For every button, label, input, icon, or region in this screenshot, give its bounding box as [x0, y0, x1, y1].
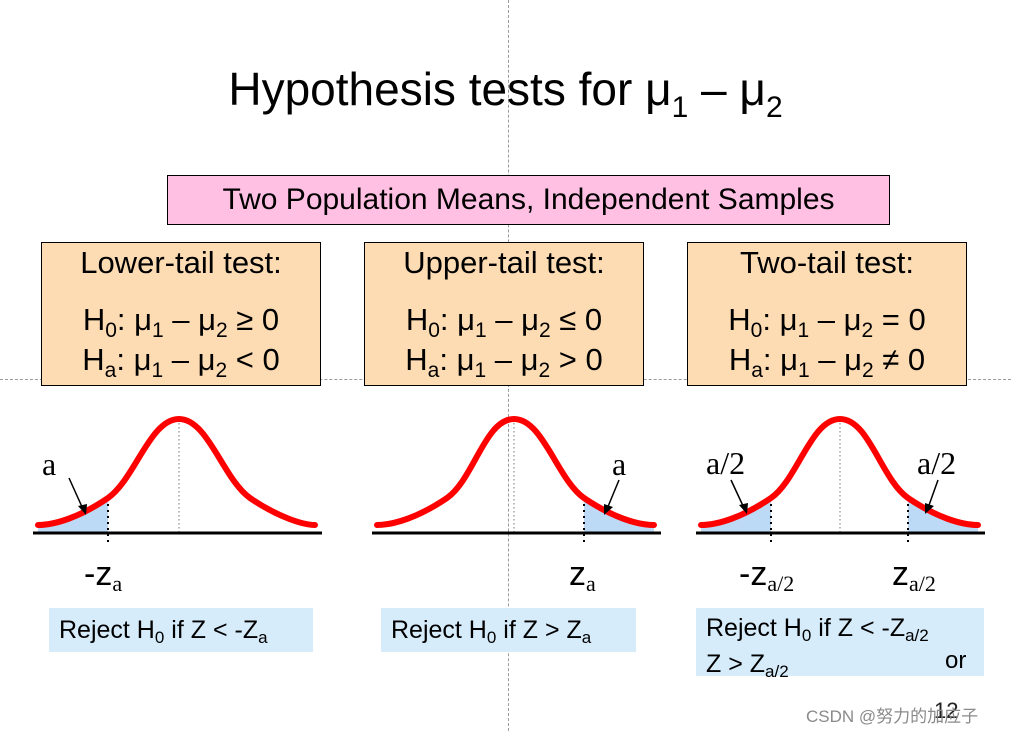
two-tail-curve: [696, 415, 985, 545]
alpha-arrowhead: [604, 504, 613, 515]
lower-tail-heading: Lower-tail test:: [80, 245, 282, 280]
upper-tail-curve: [372, 415, 661, 545]
normal-curve: [35, 415, 318, 528]
two-tail-reject-rule: Reject H0 if Z < -Za/2 or Z > Za/2: [696, 608, 984, 681]
subtitle-text: Two Population Means, Independent Sample…: [222, 183, 835, 216]
lower-tail-box: Lower-tail test: H0: μ1 – μ2 ≥ 0 Ha: μ1 …: [41, 242, 321, 386]
two-tail-right-critical-label: za/2: [892, 555, 936, 596]
lower-tail-curve: [33, 415, 322, 545]
slide-title: Hypothesis tests for μ1 – μ2: [228, 63, 783, 124]
two-tail-right-alpha-label: a/2: [917, 445, 957, 481]
lower-tail-alpha-label: a: [42, 446, 57, 482]
two-tail-null-hypothesis: H0: μ1 – μ2 = 0: [728, 302, 926, 342]
watermark: CSDN @努力的加应子: [806, 707, 979, 726]
alpha-arrowhead: [78, 504, 87, 515]
upper-tail-heading: Upper-tail test:: [403, 245, 605, 280]
upper-tail-alt-hypothesis: Ha: μ1 – μ2 > 0: [405, 342, 603, 382]
two-tail-heading: Two-tail test:: [740, 245, 914, 280]
lower-tail-reject-rule: Reject H0 if Z < -Za: [49, 608, 313, 652]
two-tail-reject-line-1: Reject H0 if Z < -Za/2: [706, 614, 929, 645]
two-tail-box: Two-tail test: H0: μ1 – μ2 = 0 Ha: μ1 – …: [687, 242, 967, 386]
two-tail-left-critical-label: -za/2: [739, 555, 795, 596]
alpha-arrow: [606, 479, 620, 510]
two-tail-alt-hypothesis: Ha: μ1 – μ2 ≠ 0: [728, 342, 926, 382]
two-tail-reject-line-2: Z > Za/2: [706, 650, 789, 681]
lower-tail-alt-hypothesis: Ha: μ1 – μ2 < 0: [82, 342, 280, 382]
upper-tail-reject-rule: Reject H0 if Z > Za: [381, 608, 636, 652]
two-tail-reject-or: or: [945, 647, 967, 674]
lower-tail-null-hypothesis: H0: μ1 – μ2 ≥ 0: [82, 302, 280, 342]
alpha-arrow: [68, 477, 84, 510]
left-alpha-arrow: [730, 479, 745, 509]
right-alpha-arrowhead: [925, 503, 934, 514]
normal-curve: [374, 415, 657, 528]
page-number: 12: [934, 698, 959, 723]
upper-tail-box: Upper-tail test: H0: μ1 – μ2 ≤ 0 Ha: μ1 …: [364, 242, 644, 386]
upper-tail-null-hypothesis: H0: μ1 – μ2 ≤ 0: [405, 302, 603, 342]
upper-tail-alpha-label: a: [612, 446, 627, 482]
lower-tail-critical-label: -za: [84, 555, 123, 596]
two-tail-left-alpha-label: a/2: [706, 445, 746, 481]
left-alpha-arrowhead: [739, 503, 748, 514]
subtitle-box: Two Population Means, Independent Sample…: [167, 175, 890, 225]
right-alpha-arrow: [927, 479, 939, 509]
upper-tail-critical-label: za: [569, 555, 596, 596]
normal-curve: [698, 415, 981, 528]
